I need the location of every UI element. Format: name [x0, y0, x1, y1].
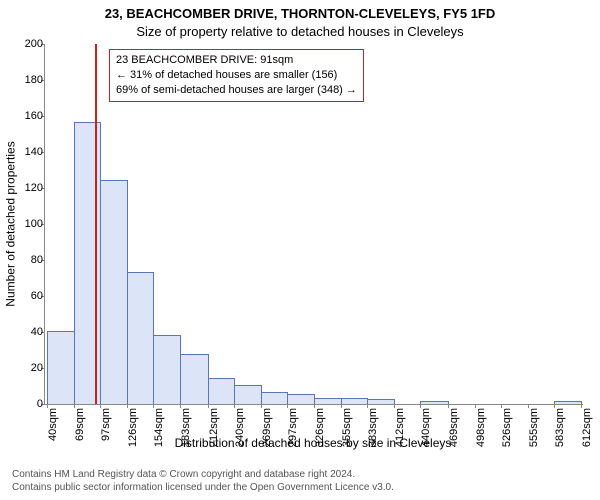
y-tick-label: 200: [25, 38, 43, 50]
histogram-bar: [234, 385, 262, 404]
y-tick-label: 180: [25, 74, 43, 86]
y-tick-label: 80: [31, 254, 43, 266]
histogram-bar: [100, 180, 128, 404]
histogram-bar: [554, 401, 582, 404]
annotation-line-1: 23 BEACHCOMBER DRIVE: 91sqm: [116, 53, 357, 68]
x-axis-label: Distribution of detached houses by size …: [44, 436, 582, 450]
y-tick-label: 20: [31, 362, 43, 374]
histogram-bar: [47, 331, 75, 404]
y-tick-label: 120: [25, 182, 43, 194]
annotation-box: 23 BEACHCOMBER DRIVE: 91sqm ← 31% of det…: [109, 49, 364, 102]
x-tick-label: 612sqm: [581, 404, 593, 447]
y-tick-label: 60: [31, 290, 43, 302]
footer-line-2: Contains public sector information licen…: [12, 482, 394, 495]
plot-area: 23 BEACHCOMBER DRIVE: 91sqm ← 31% of det…: [44, 44, 583, 405]
chart-title: 23, BEACHCOMBER DRIVE, THORNTON-CLEVELEY…: [0, 6, 600, 21]
chart-subtitle: Size of property relative to detached ho…: [0, 24, 600, 39]
y-tick-label: 140: [25, 146, 43, 158]
annotation-line-2: ← 31% of detached houses are smaller (15…: [116, 68, 357, 83]
histogram-bar: [261, 392, 288, 404]
histogram-bar: [153, 335, 181, 404]
y-tick-label: 40: [31, 326, 43, 338]
histogram-bar: [287, 394, 315, 404]
y-axis-label-text: Number of detached properties: [4, 141, 18, 306]
histogram-bar: [341, 398, 368, 404]
chart-container: 23, BEACHCOMBER DRIVE, THORNTON-CLEVELEY…: [0, 0, 600, 500]
histogram-bar: [420, 401, 448, 404]
histogram-bar: [127, 272, 154, 404]
property-marker-line: [95, 44, 97, 404]
y-tick-label: 0: [37, 398, 43, 410]
histogram-bar: [367, 399, 395, 404]
footer-line-1: Contains HM Land Registry data © Crown c…: [12, 469, 394, 482]
annotation-line-3: 69% of semi-detached houses are larger (…: [116, 83, 357, 98]
histogram-bar: [180, 354, 208, 404]
y-tick-label: 160: [25, 110, 43, 122]
y-axis-label: Number of detached properties: [4, 44, 18, 404]
histogram-bar: [208, 378, 235, 404]
histogram-bar: [74, 122, 101, 404]
footer-attribution: Contains HM Land Registry data © Crown c…: [12, 469, 394, 494]
y-tick-label: 100: [25, 218, 43, 230]
histogram-bar: [314, 398, 342, 404]
